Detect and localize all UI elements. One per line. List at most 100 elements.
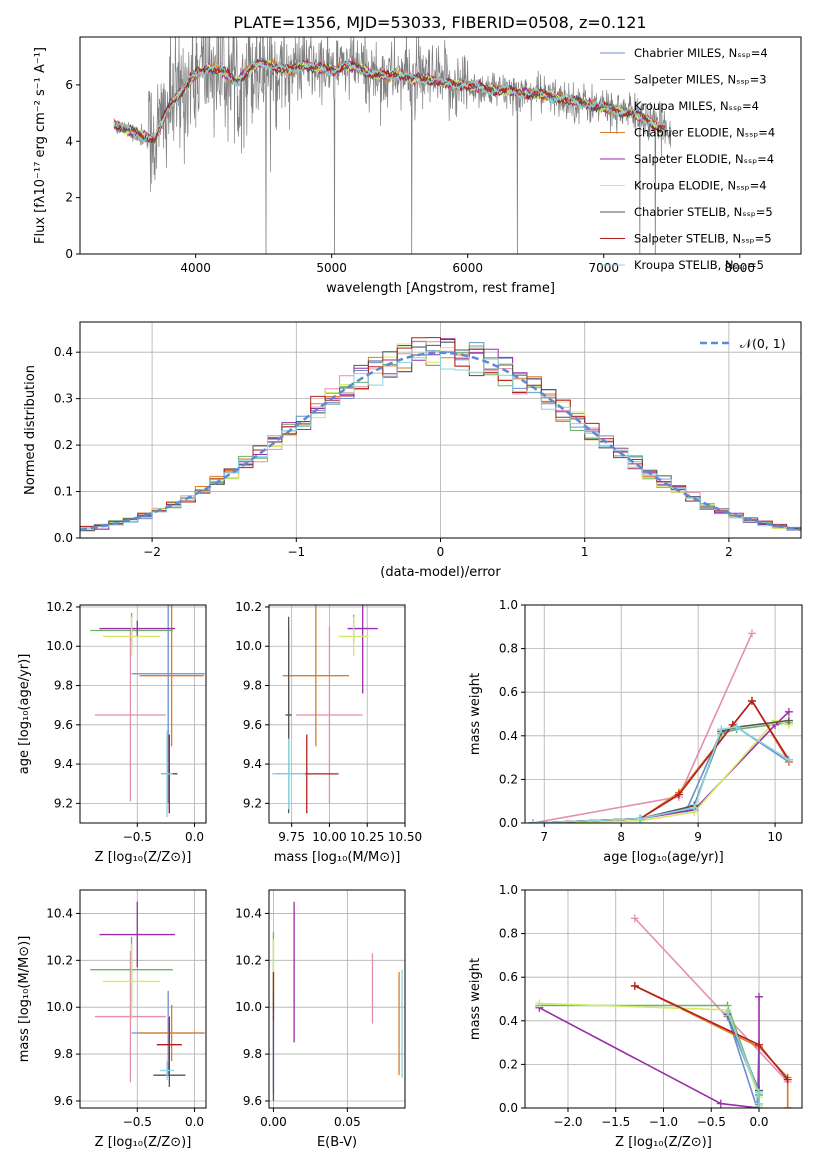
x-tick-label: 7 [540, 830, 548, 844]
mass-weight-point [636, 814, 645, 823]
mass-weight-point [630, 981, 639, 990]
x-tick-label: 9.75 [278, 830, 305, 844]
y-tick-label: 0.2 [499, 1057, 518, 1071]
y-tick-label: 0.3 [54, 392, 73, 406]
mass-weight-point [771, 716, 780, 725]
mass-weight-point [755, 1088, 764, 1097]
x-tick-label: 4000 [180, 261, 211, 275]
legend: Chabrier MILES, Nₛₛₚ=4 Salpeter MILES, Nₛ… [600, 46, 775, 272]
y-axis-label: Flux [fλ10⁻¹⁷ erg cm⁻² s⁻¹ A⁻¹] [33, 47, 48, 244]
y-tick-label: 6 [65, 78, 73, 92]
axes-frame [268, 889, 406, 1109]
legend: 𝒩(0, 1) [700, 336, 786, 351]
y-axis-label: mass weight [468, 673, 483, 755]
mass-weight-point [755, 1040, 764, 1049]
y-tick-label: 0.2 [54, 438, 73, 452]
x-axis-label: Z [log₁₀(Z/Z⊙)] [95, 850, 192, 865]
x-axis-label: wavelength [Angstrom, rest frame] [326, 281, 555, 296]
mass-weight-point [784, 716, 793, 725]
mass-weight-point [723, 1008, 732, 1017]
y-tick-label: 0.8 [499, 927, 518, 941]
panel-5: 7 8 9 10 0.0 0.2 0.4 0.6 0.8 1.0 age [log₁₀(age/yr… [468, 598, 803, 865]
histogram-9 [80, 350, 801, 531]
mass-weight-point [528, 819, 537, 823]
x-tick-label: 0 [437, 545, 445, 559]
x-tick-label: 2 [725, 545, 733, 559]
y-tick-label: 1.0 [499, 883, 518, 897]
plot-area [90, 901, 205, 1087]
panel-3: −0.5 0.0 9.2 9.4 9.6 9.8 10.0 10.2 Z [log₁₀(Z/Z⊙… [17, 600, 207, 865]
x-tick-label: 0.0 [185, 1115, 204, 1129]
y-tick-label: 10.0 [46, 639, 73, 653]
x-tick-label: 10.00 [312, 830, 346, 844]
figure-title: PLATE=1356, MJD=53033, FIBERID=0508, z=0… [233, 13, 646, 32]
y-tick-label: 9.2 [54, 796, 73, 810]
x-tick-label: 6000 [452, 261, 483, 275]
mass-weight-point [747, 696, 756, 705]
x-axis-label: mass [log₁₀(M/M⊙)] [274, 850, 401, 865]
mass-weight-point [674, 790, 683, 799]
y-tick-label: 9.4 [243, 757, 262, 771]
mass-weight-point [784, 707, 793, 716]
model-spectrum-9 [113, 58, 666, 142]
axes-frame [79, 604, 207, 824]
y-tick-label: 0.8 [499, 642, 518, 656]
x-tick-label: 0.00 [260, 1115, 287, 1129]
x-tick-label: −1.5 [601, 1115, 630, 1129]
y-tick-label: 0.1 [54, 485, 73, 499]
y-tick-label: 0.4 [499, 1014, 518, 1028]
y-tick-label: 9.6 [54, 1094, 73, 1108]
mass-weight-point [755, 992, 764, 1001]
plot-area [535, 914, 792, 1108]
y-tick-label: 10.4 [235, 906, 262, 920]
x-tick-label: −1 [287, 545, 305, 559]
y-tick-label: 0.0 [54, 531, 73, 545]
x-tick-label: −2.0 [553, 1115, 582, 1129]
y-axis-label: age [log₁₀(age/yr)] [17, 654, 32, 775]
mass-weight-point [747, 629, 756, 638]
model-spectrum-6 [113, 58, 666, 145]
x-tick-label: 0.0 [185, 830, 204, 844]
x-axis-label: age [log₁₀(age/yr)] [603, 850, 724, 865]
x-axis-label: Z [log₁₀(Z/Z⊙)] [95, 1135, 192, 1150]
x-tick-label: 8000 [725, 261, 756, 275]
x-tick-label: −0.5 [123, 1115, 152, 1129]
x-tick-label: 0.0 [749, 1115, 768, 1129]
y-tick-label: 10.4 [46, 906, 73, 920]
legend-label: Chabrier MILES, Nₛₛₚ=4 [634, 46, 768, 60]
y-tick-label: 1.0 [499, 598, 518, 612]
y-tick-label: 0.6 [499, 970, 518, 984]
mass-weight-point [732, 723, 741, 732]
legend-label: Salpeter STELIB, Nₛₛₚ=5 [634, 232, 772, 246]
mass-weight-line-9 [532, 726, 790, 823]
y-tick-label: 9.2 [243, 796, 262, 810]
panel-4: 9.75 10.00 10.25 10.50 9.2 9.4 9.6 9.8 10.0 10.2 m… [235, 600, 422, 865]
panel-8: −2.0 −1.5 −1.0 −0.5 0.0 0.0 0.2 0.4 0.6 0.8 1.0 Z [… [468, 883, 803, 1150]
legend-label: 𝒩(0, 1) [740, 336, 786, 351]
y-tick-label: 9.8 [54, 1047, 73, 1061]
y-tick-label: 9.8 [54, 679, 73, 693]
mass-weight-point [783, 1075, 792, 1084]
y-tick-label: 10.0 [235, 1000, 262, 1014]
y-tick-label: 0.4 [499, 729, 518, 743]
legend-label: Kroupa MILES, Nₛₛₚ=4 [634, 99, 759, 113]
x-axis-label: E(B-V) [317, 1135, 357, 1150]
x-tick-label: 5000 [316, 261, 347, 275]
x-tick-label: −0.5 [697, 1115, 726, 1129]
x-tick-label: 8 [617, 830, 625, 844]
y-tick-label: 4 [65, 134, 73, 148]
y-tick-label: 10.0 [46, 1000, 73, 1014]
histogram-8 [80, 337, 801, 531]
mass-weight-point [630, 914, 639, 923]
y-tick-label: 10.2 [46, 953, 73, 967]
y-tick-label: 2 [65, 191, 73, 205]
y-tick-label: 0.0 [499, 816, 518, 830]
y-tick-label: 9.8 [243, 1047, 262, 1061]
x-tick-label: 1 [581, 545, 589, 559]
legend-label: Chabrier ELODIE, Nₛₛₚ=4 [634, 126, 775, 140]
y-tick-label: 10.2 [235, 953, 262, 967]
panel-1: 4000 5000 6000 7000 8000 0 2 4 6 wavelength [Angs… [33, 36, 802, 296]
y-axis-label: mass [log₁₀(M/M⊙)] [17, 936, 32, 1063]
plot-area [90, 605, 205, 818]
